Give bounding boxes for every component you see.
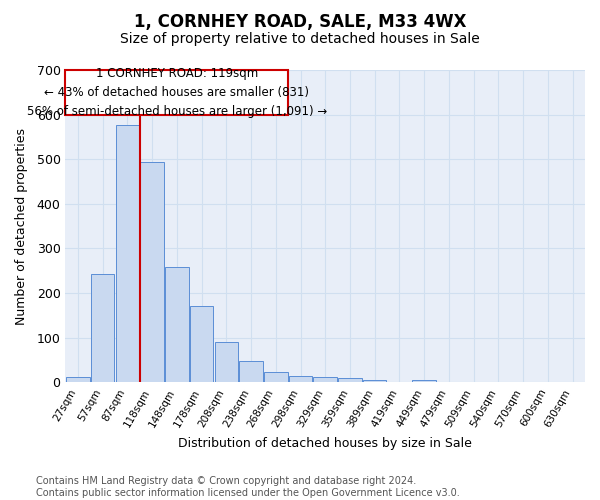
Bar — [264, 372, 287, 382]
Text: 1, CORNHEY ROAD, SALE, M33 4WX: 1, CORNHEY ROAD, SALE, M33 4WX — [134, 12, 466, 30]
Bar — [412, 380, 436, 382]
Bar — [215, 342, 238, 382]
Bar — [66, 377, 89, 382]
Bar — [190, 306, 213, 382]
Bar — [140, 162, 164, 382]
Text: Contains HM Land Registry data © Crown copyright and database right 2024.
Contai: Contains HM Land Registry data © Crown c… — [36, 476, 460, 498]
Bar — [165, 267, 188, 382]
Y-axis label: Number of detached properties: Number of detached properties — [15, 128, 28, 324]
Bar — [363, 380, 386, 382]
Bar — [313, 378, 337, 382]
Bar — [116, 126, 139, 382]
X-axis label: Distribution of detached houses by size in Sale: Distribution of detached houses by size … — [178, 437, 472, 450]
Bar — [239, 361, 263, 382]
Text: 1 CORNHEY ROAD: 119sqm
← 43% of detached houses are smaller (831)
56% of semi-de: 1 CORNHEY ROAD: 119sqm ← 43% of detached… — [26, 67, 327, 118]
Bar — [91, 274, 115, 382]
FancyBboxPatch shape — [65, 70, 288, 114]
Bar — [338, 378, 362, 382]
Bar — [289, 376, 312, 382]
Text: Size of property relative to detached houses in Sale: Size of property relative to detached ho… — [120, 32, 480, 46]
